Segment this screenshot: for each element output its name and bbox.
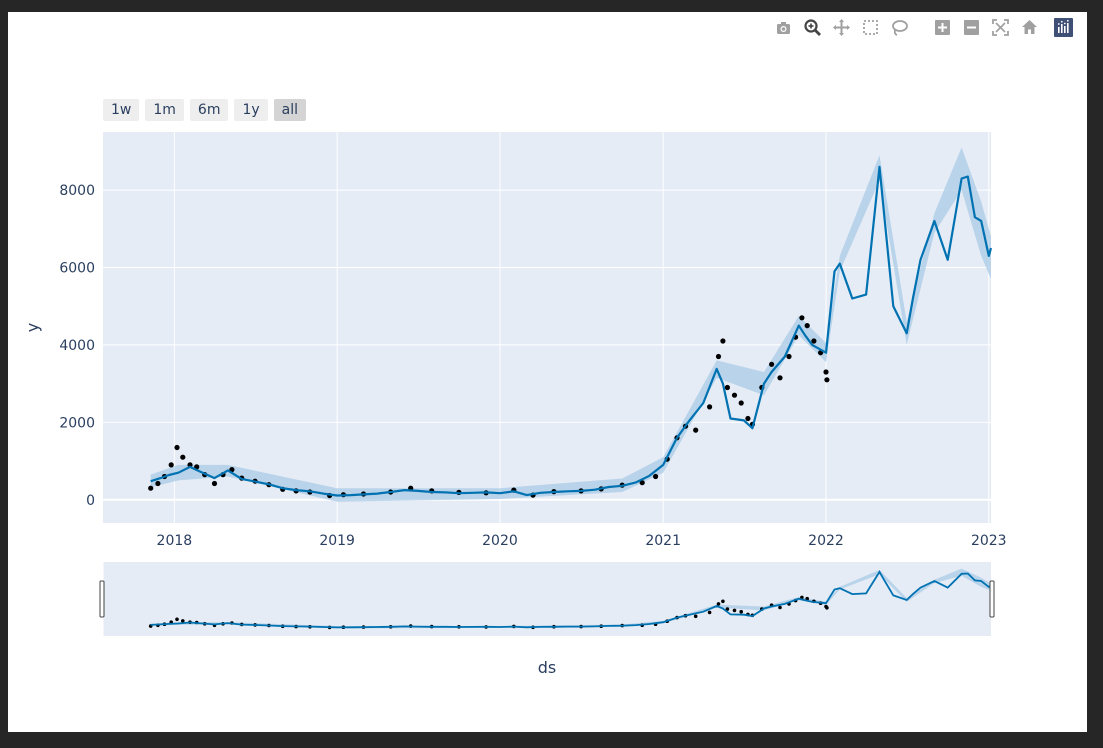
x-tick-label: 2022 [808, 533, 844, 549]
rangeslider-right-handle[interactable] [989, 580, 995, 618]
data-point [715, 353, 722, 360]
chart-canvas: 0 2000 4000 6000 8000 2018 2019 2020 2021 2022 202… [23, 132, 1007, 677]
range-button-1w[interactable]: 1w [103, 99, 140, 121]
data-point [724, 384, 731, 391]
pan-icon[interactable] [831, 17, 852, 38]
y-tick-label: 4000 [59, 338, 95, 354]
data-point [155, 480, 161, 487]
x-tick-label: 2019 [319, 533, 355, 549]
plot-container: 0 2000 4000 6000 8000 2018 2019 2020 2021 2022 202… [8, 12, 1087, 732]
rangeslider-point [721, 599, 725, 604]
y-tick-label: 8000 [59, 183, 95, 199]
range-button-6m[interactable]: 6m [189, 99, 229, 121]
data-point [799, 315, 805, 321]
rangeslider-point [693, 614, 698, 619]
y-tick-label: 6000 [59, 260, 95, 276]
x-tick-label: 2018 [157, 533, 193, 549]
modebar [765, 16, 1073, 38]
data-point [187, 462, 193, 468]
box-select-icon[interactable] [860, 17, 881, 38]
data-point [824, 377, 830, 383]
zoom-out-icon[interactable] [961, 17, 982, 38]
forecast-line [150, 165, 993, 497]
range-selector: 1w 1m 6m 1y all [103, 99, 312, 121]
data-point [811, 338, 817, 344]
data-point [823, 369, 829, 375]
plot-area [103, 132, 991, 523]
data-point [707, 404, 713, 410]
rangeslider-point [739, 609, 743, 614]
range-button-1y[interactable]: 1y [234, 99, 268, 121]
x-tick-label: 2023 [971, 533, 1007, 549]
data-point [745, 415, 751, 422]
plotly-logo-icon[interactable] [1054, 17, 1073, 37]
x-axis-title: ds [538, 658, 557, 677]
rangeslider-point [732, 608, 737, 613]
data-point [211, 480, 218, 487]
data-point [777, 375, 783, 381]
rangeslider-point [800, 595, 804, 600]
rangeslider-point [778, 605, 782, 610]
data-point [720, 338, 726, 344]
data-point [174, 444, 180, 451]
rangeslider-point [825, 606, 829, 610]
data-point [194, 464, 200, 470]
data-point [148, 485, 154, 491]
data-point [693, 427, 699, 433]
data-point [769, 361, 775, 367]
data-point [180, 454, 186, 460]
autoscale-icon[interactable] [990, 17, 1011, 38]
rangeslider-point [181, 619, 185, 623]
data-point [738, 400, 744, 406]
reset-axes-icon[interactable] [1019, 17, 1040, 38]
data-point [786, 353, 792, 360]
rangeslider-line [150, 570, 992, 629]
range-button-all[interactable]: all [273, 99, 307, 121]
range-button-1m[interactable]: 1m [145, 99, 184, 121]
data-point [639, 480, 645, 486]
x-tick-label: 2020 [482, 533, 518, 549]
rangeslider-point [725, 607, 730, 611]
rangeslider-left-handle[interactable] [99, 580, 105, 618]
rangeslider-point [707, 610, 712, 615]
y-axis-title: y [23, 323, 42, 332]
data-point [168, 462, 174, 468]
lasso-icon[interactable] [889, 17, 910, 38]
camera-icon[interactable] [773, 17, 794, 38]
y-tick-label: 2000 [59, 415, 95, 431]
data-point [804, 323, 810, 329]
rangeslider-point [716, 602, 721, 606]
y-tick-label: 0 [86, 493, 95, 509]
data-point [653, 473, 659, 480]
x-tick-label: 2021 [645, 533, 681, 549]
zoom-in-icon[interactable] [932, 17, 953, 38]
rangeslider-point [805, 596, 809, 601]
data-point [731, 392, 738, 398]
rangeslider-point [175, 617, 179, 622]
zoom-icon[interactable] [802, 17, 823, 38]
